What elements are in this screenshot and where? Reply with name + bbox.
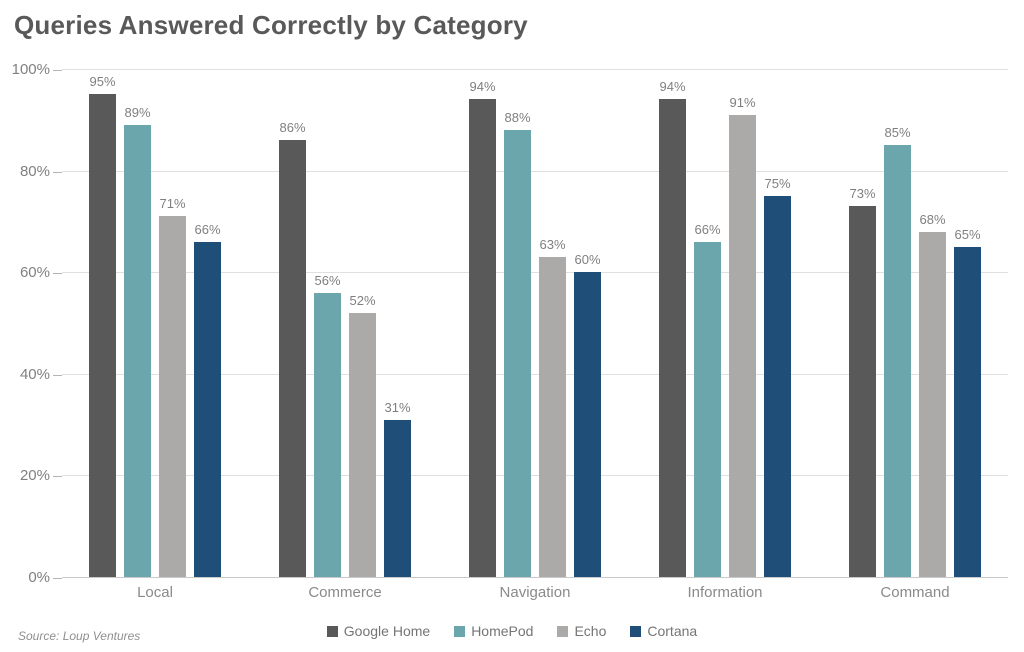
y-tick-mark — [53, 70, 62, 71]
bar-value-label: 66% — [194, 221, 221, 237]
y-tick-mark — [53, 578, 62, 579]
bar-homepod: 85% — [884, 125, 911, 577]
y-tick-mark — [53, 476, 62, 478]
y-tick-label: 60% — [19, 264, 50, 282]
bar-value-label: 68% — [919, 211, 946, 227]
bar-value-label: 75% — [764, 176, 791, 191]
bar-group-navigation: 94% 88% 63% 60% — [469, 70, 601, 577]
y-tick-label: 100% — [11, 61, 50, 78]
bar-cortana: 75% — [764, 176, 791, 577]
bar-google-home: 94% — [469, 79, 496, 577]
bar-value-label: 52% — [349, 292, 376, 308]
bar-value-label: 86% — [279, 120, 306, 136]
bar-value-label: 94% — [659, 79, 686, 95]
gridline-80 — [62, 170, 1008, 172]
bar-value-label: 95% — [89, 74, 116, 90]
y-tick-mark — [53, 374, 62, 376]
bar-cortana: 60% — [574, 252, 601, 577]
bar-group-commerce: 86% 56% 52% 31% — [279, 70, 411, 577]
bar-value-label: 91% — [729, 94, 756, 110]
x-axis-label-local: Local — [137, 584, 173, 601]
bar-value-label: 65% — [954, 226, 981, 242]
y-tick-mark — [53, 273, 62, 275]
bar-homepod: 66% — [694, 222, 721, 577]
bar-value-label: 60% — [574, 252, 601, 268]
bar-homepod: 56% — [314, 273, 341, 577]
bar-google-home: 86% — [279, 120, 306, 577]
legend: Google Home HomePod Echo Cortana — [0, 623, 1024, 639]
bar-group-information: 94% 66% 91% 75% — [659, 70, 791, 577]
legend-item-homepod: HomePod — [454, 623, 533, 639]
bar-value-label: 88% — [504, 109, 531, 125]
x-axis-label-information: Information — [687, 584, 763, 601]
y-tick-label: 20% — [19, 467, 50, 485]
bar-homepod: 89% — [124, 105, 151, 577]
y-tick-label: 40% — [19, 365, 50, 383]
gridline-100 — [62, 69, 1008, 70]
chart-title: Queries Answered Correctly by Category — [14, 10, 528, 40]
bar-google-home: 73% — [849, 186, 876, 577]
source-note: Source: Loup Ventures — [18, 629, 141, 643]
bar-value-label: 89% — [124, 104, 151, 120]
bar-value-label: 94% — [469, 79, 496, 95]
legend-label: Cortana — [647, 623, 698, 639]
bar-value-label: 31% — [384, 399, 411, 415]
legend-swatch-icon — [454, 625, 466, 637]
bar-cortana: 31% — [384, 400, 411, 577]
bar-echo: 71% — [159, 196, 186, 577]
x-axis-labels: Local Commerce Navigation Information Comman… — [62, 584, 1008, 601]
legend-swatch-icon — [326, 625, 338, 637]
bar-google-home: 95% — [89, 74, 116, 577]
legend-label: Echo — [574, 623, 607, 639]
bar-cortana: 65% — [954, 227, 981, 577]
bar-group-command: 73% 85% 68% 65% — [849, 70, 981, 577]
bar-cortana: 66% — [194, 222, 221, 577]
bar-value-label: 85% — [884, 125, 911, 141]
bar-chart: 95% 89% 71% 66% 86% 56% 52% 31% 94% 88% 63% 60% 94% 6… — [62, 70, 1008, 577]
gridline-40 — [62, 373, 1008, 375]
x-axis-label-navigation: Navigation — [499, 584, 571, 601]
bar-homepod: 88% — [504, 110, 531, 577]
bar-value-label: 66% — [694, 221, 721, 237]
bar-value-label: 71% — [159, 196, 186, 212]
bar-value-label: 63% — [539, 236, 566, 252]
bar-echo: 52% — [349, 293, 376, 577]
bar-value-label: 56% — [314, 272, 341, 288]
bar-value-label: 73% — [849, 186, 876, 202]
x-axis-label-commerce: Commerce — [308, 584, 382, 601]
bar-echo: 91% — [729, 95, 756, 577]
legend-swatch-icon — [557, 625, 569, 637]
legend-label: Google Home — [343, 623, 431, 639]
y-tick-label: 0% — [28, 569, 50, 586]
legend-label: HomePod — [471, 623, 534, 639]
bar-echo: 68% — [919, 212, 946, 577]
legend-swatch-icon — [630, 625, 642, 637]
y-tick-mark — [53, 171, 62, 173]
bar-echo: 63% — [539, 237, 566, 577]
bar-google-home: 94% — [659, 79, 686, 577]
plot-area: 95% 89% 71% 66% 86% 56% 52% 31% 94% 88% 63% 60% 94% 6… — [62, 69, 1008, 578]
x-axis-label-command: Command — [880, 584, 950, 601]
gridline-60 — [62, 272, 1008, 274]
legend-item-google-home: Google Home — [326, 623, 431, 639]
gridline-20 — [62, 475, 1008, 477]
legend-item-cortana: Cortana — [630, 623, 697, 639]
y-tick-label: 80% — [19, 162, 50, 180]
legend-item-echo: Echo — [557, 623, 606, 639]
bar-group-local: 95% 89% 71% 66% — [89, 70, 221, 577]
